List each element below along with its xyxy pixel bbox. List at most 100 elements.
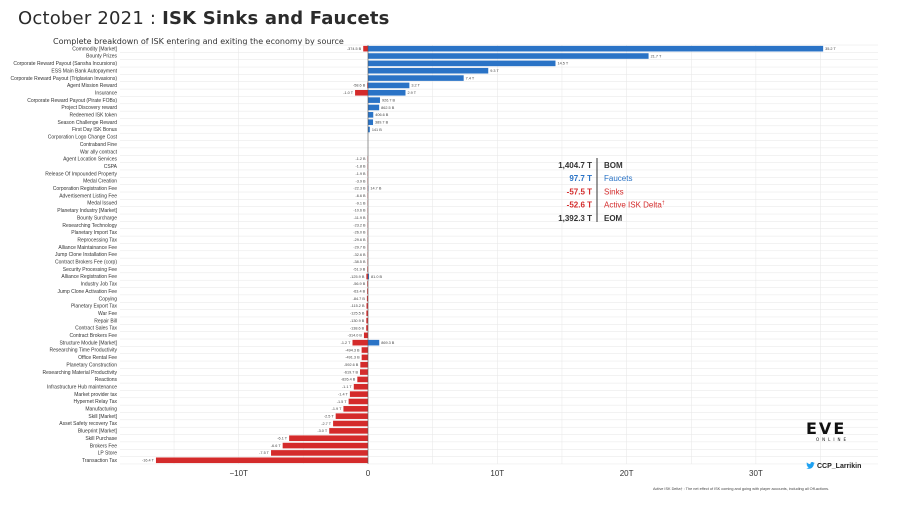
sink-value-label: -16.4 T [142, 459, 155, 463]
sink-bar [363, 45, 368, 52]
category-label: Contract Brokers Fee [69, 333, 117, 339]
faucet-bar [368, 104, 380, 111]
sink-value-label: -6.6 B [355, 194, 366, 198]
sink-bar [363, 332, 368, 339]
category-label: CSPA [104, 164, 118, 170]
category-label: Advertisement Listing Fee [59, 193, 117, 199]
eve-logo-word: EVE [806, 419, 847, 438]
sink-value-label: -1.9 B [355, 172, 366, 176]
category-label: Corporate Reward Payout (Sansha Incursio… [13, 61, 117, 67]
sink-bar [366, 325, 368, 331]
faucet-bar [368, 82, 410, 89]
category-label: Reactions [95, 377, 118, 383]
category-label: Bounty Prizes [86, 54, 117, 60]
sink-value-label: -1.8 B [355, 165, 366, 169]
category-label: Alliance Maintainance Fee [58, 245, 117, 251]
sink-bar [352, 339, 368, 346]
category-label: Researching Technology [62, 223, 117, 229]
sink-bar [359, 369, 368, 375]
eve-logo-subtitle: ONLINE [816, 437, 850, 442]
sink-bar [357, 376, 368, 383]
sink-value-label: -1.2 B [355, 157, 366, 161]
category-label: Insurance [95, 90, 117, 96]
category-label: Redeemed ISK token [69, 113, 117, 119]
faucet-value-label: 862.5 B [381, 106, 395, 110]
x-tick-label: 10T [490, 469, 504, 478]
chart-title: October 2021 : ISK Sinks and Faucets [18, 8, 718, 29]
sink-bar [361, 354, 368, 361]
sink-value-label: -11.9 B [354, 216, 366, 220]
category-label: Structure Module [Market] [59, 340, 117, 346]
faucet-value-label: 3.2 T [411, 84, 420, 88]
sink-value-label: -9.1 B [355, 201, 366, 205]
sink-value-label: -6.6 T [271, 444, 282, 448]
category-label: Agent Mission Reward [67, 83, 117, 89]
category-label: First Day ISK Bonus [72, 127, 118, 133]
category-label: War ally contract [80, 149, 118, 155]
sink-value-label: -491.3 B [345, 356, 360, 360]
category-label: Corporate Reward Payout (Pirate FOBs) [27, 98, 117, 104]
sink-value-label: -63.4 B [353, 290, 366, 294]
sink-value-label: -26.0 B [353, 231, 366, 235]
title-date: October 2021 [18, 8, 144, 29]
legend-label: EOM [604, 214, 623, 223]
faucet-bar [368, 339, 380, 346]
sink-bar [360, 361, 368, 368]
chart-bars [155, 45, 824, 464]
category-label: Medal Creation [83, 179, 117, 185]
title-main: ISK Sinks and Faucets [162, 8, 390, 29]
sink-value-label: -6.1 T [277, 437, 288, 441]
legend-label: Faucets [604, 174, 632, 183]
category-label: Copying [99, 296, 118, 302]
category-label: Contract Brokers Fee (corp) [55, 260, 117, 266]
sink-value-label: -29.6 B [353, 238, 366, 242]
category-label: Infrastructure Hub maintenance [47, 384, 117, 390]
sink-value-label: -1.1 T [342, 385, 353, 389]
faucet-value-label: 406.6 B [375, 113, 389, 117]
faucet-value-label: 14.7 B [370, 187, 381, 191]
sink-value-label: -125.5 B [350, 312, 365, 316]
sink-value-label: -2.5 T [324, 414, 335, 418]
sink-bar [367, 281, 368, 287]
category-label: Corporation Registration Fee [53, 186, 117, 192]
category-label: Project Discovery reward [61, 105, 117, 111]
category-label: Medal Issued [87, 201, 117, 207]
faucet-bar [368, 45, 824, 52]
sink-value-label: -2.7 T [321, 422, 332, 426]
faucet-value-label: 869.3 B [381, 341, 395, 345]
sink-bar [349, 391, 368, 397]
sink-bar [361, 347, 368, 353]
sink-bar [335, 413, 368, 419]
category-label: Reprocessing Tax [77, 237, 117, 243]
sink-bar [271, 450, 368, 456]
footnote: Active ISK Delta† : The net effect of IS… [653, 487, 830, 491]
x-tick-label: 20T [620, 469, 634, 478]
legend-label: BOM [604, 161, 623, 170]
sink-value-label: -56.9 B [353, 282, 366, 286]
twitter-credit: CCP_Larrikin [806, 453, 861, 472]
sink-bar [367, 82, 368, 89]
sink-value-label: -3.9 B [355, 179, 366, 183]
sink-value-label: -374.5 B [347, 47, 362, 51]
sink-bar [366, 317, 368, 324]
chart-header: October 2021 : ISK Sinks and Faucets Com… [18, 8, 718, 46]
category-label: Planetary Export Tax [71, 304, 118, 310]
faucet-value-label: 35.2 T [825, 47, 836, 51]
faucet-bar [368, 89, 406, 96]
sink-value-label: -130.9 B [350, 319, 365, 323]
category-label: Blueprint [Market] [78, 429, 118, 435]
chart-category-labels: Commodity [Market]Bounty PrizesCorporate… [10, 46, 117, 464]
category-label: Season Challenge Reward [58, 120, 118, 126]
x-axis-ticks: −10T 0 10T 20T 30T [229, 469, 762, 478]
category-label: Office Rental Fee [78, 355, 117, 361]
faucet-value-label: 926.7 B [382, 98, 396, 102]
chart-grid [120, 44, 878, 465]
sink-value-label: -619.7 B [344, 370, 359, 374]
legend-value: -52.6 T [567, 201, 592, 210]
faucet-value-label: 81.0 B [371, 275, 382, 279]
category-label: Contract Sales Tax [75, 326, 117, 332]
sink-value-label: -138.6 B [350, 326, 365, 330]
twitter-bird-icon [806, 462, 815, 469]
faucet-bar [368, 75, 464, 81]
legend-value: 1,404.7 T [558, 161, 592, 170]
